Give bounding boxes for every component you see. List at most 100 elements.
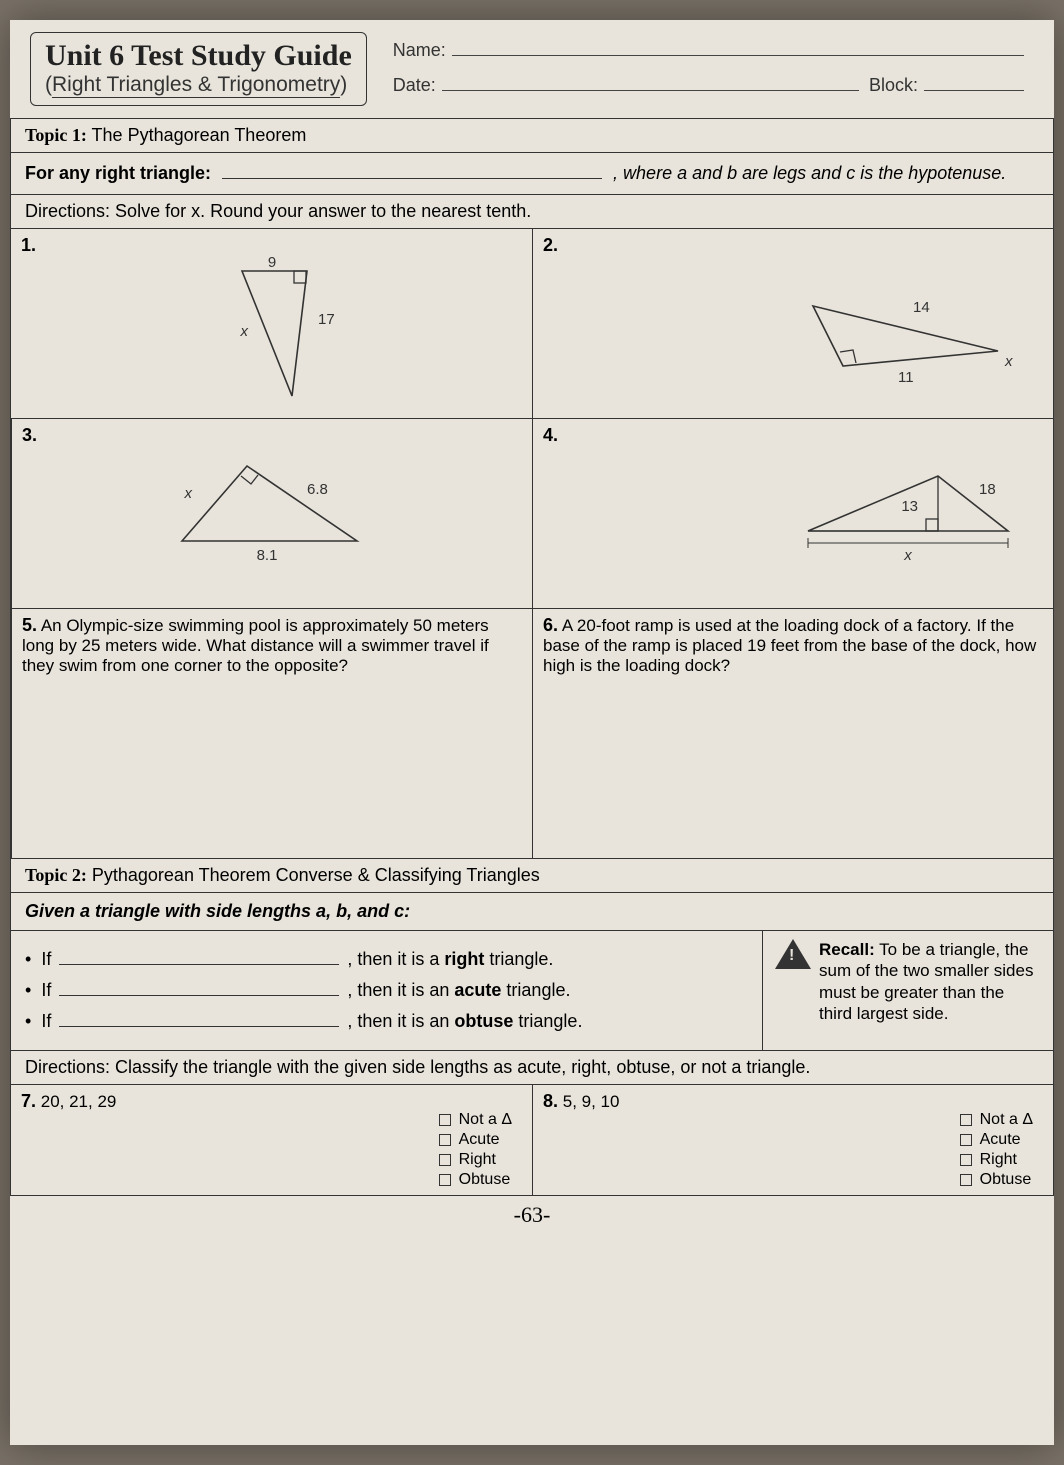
if-label: If (41, 949, 51, 970)
then-obtuse: , then it is an obtuse triangle. (347, 1011, 582, 1032)
header: Unit 6 Test Study Guide (Right Triangles… (10, 32, 1054, 118)
p6-text: A 20-foot ramp is used at the loading do… (543, 616, 1036, 675)
p6-num: 6. (543, 615, 558, 635)
problem-2: 2. 14 11 x (532, 229, 1053, 419)
p1-b: 17 (318, 311, 335, 328)
blank-right[interactable] (59, 951, 339, 965)
rule-acute: If , then it is an acute triangle. (25, 980, 748, 1001)
triangle-1: 9 17 x (172, 256, 372, 406)
blank-acute[interactable] (59, 982, 339, 996)
problem-6: 6. A 20-foot ramp is used at the loading… (532, 609, 1053, 859)
title-main: Unit 6 Test Study Guide (45, 39, 352, 73)
rule-prefix: For any right triangle: (25, 163, 211, 183)
p8-opt-right[interactable]: Right (960, 1151, 1033, 1169)
recall-label: Recall: (819, 940, 875, 959)
triangle-2: 14 11 x (783, 266, 1043, 396)
dir2-label: Directions: (25, 1057, 110, 1077)
recall-text: Recall: To be a triangle, the sum of the… (819, 939, 1041, 1024)
if-label-3: If (41, 1011, 51, 1032)
p1-x: x (239, 323, 248, 340)
topic2-title: Pythagorean Theorem Converse & Classifyi… (92, 865, 540, 885)
p3-b: 8.1 (257, 547, 278, 564)
p3-a: 6.8 (307, 481, 328, 498)
p1-num: 1. (21, 235, 36, 255)
topic1-bar: Topic 1: The Pythagorean Theorem (10, 118, 1054, 153)
block-blank[interactable] (924, 77, 1024, 91)
p3-num: 3. (22, 425, 37, 445)
p2-a: 14 (913, 299, 930, 316)
given-row: Given a triangle with side lengths a, b,… (11, 893, 1053, 931)
then-acute: , then it is an acute triangle. (347, 980, 570, 1001)
name-blank[interactable] (452, 42, 1024, 56)
p3-x: x (184, 485, 193, 502)
topic1-label: Topic 1: (25, 125, 87, 145)
worksheet-page: Unit 6 Test Study Guide (Right Triangles… (10, 20, 1054, 1445)
date-blank[interactable] (442, 77, 859, 91)
blank-obtuse[interactable] (59, 1013, 339, 1027)
dir2-text: Classify the triangle with the given sid… (115, 1057, 810, 1077)
name-label: Name: (393, 40, 446, 61)
p8-options: Not a Δ Acute Right Obtuse (960, 1109, 1033, 1191)
problem-8: 8. 5, 9, 10 Not a Δ Acute Right Obtuse (532, 1085, 1053, 1195)
p7-opt-right[interactable]: Right (439, 1151, 512, 1169)
recall-box: Recall: To be a triangle, the sum of the… (763, 931, 1053, 1050)
paren-close: ) (340, 73, 347, 96)
then-right: , then it is a right triangle. (347, 949, 553, 970)
p4-num: 4. (543, 425, 558, 445)
p2-x: x (1004, 353, 1013, 370)
directions-2: Directions: Classify the triangle with t… (11, 1050, 1053, 1085)
p4-x: x (903, 547, 912, 564)
p8-opt-obtuse[interactable]: Obtuse (960, 1171, 1033, 1189)
block-label: Block: (869, 75, 918, 96)
problem-7: 7. 20, 21, 29 Not a Δ Acute Right Obtuse (11, 1085, 532, 1195)
page-number: -63- (10, 1202, 1054, 1228)
problem-1: 1. 9 17 x (11, 229, 532, 419)
rule-blank[interactable] (222, 165, 602, 179)
name-date-block: Name: Date: Block: (367, 32, 1034, 110)
p7-num: 7. (21, 1091, 36, 1111)
title-sub: (Right Triangles & Trigonometry) (45, 73, 352, 97)
topic1-title: The Pythagorean Theorem (92, 125, 307, 145)
rule-obtuse: If , then it is an obtuse triangle. (25, 1011, 748, 1032)
triangle-4: 13 18 x (763, 446, 1043, 586)
rule-band: For any right triangle: , where a and b … (10, 153, 1054, 195)
p4-a: 13 (901, 498, 918, 515)
classification-rules: If , then it is a right triangle. If , the… (11, 931, 1053, 1050)
paren-open: ( (45, 73, 52, 96)
triangle-3: 6.8 8.1 x (142, 446, 402, 576)
date-line: Date: Block: (393, 75, 1024, 96)
problems-grid: 1. 9 17 x 2. 14 11 x 3. (10, 229, 1054, 859)
if-label-2: If (41, 980, 51, 1001)
p8-opt-nota[interactable]: Not a Δ (960, 1111, 1033, 1129)
p7-opt-nota[interactable]: Not a Δ (439, 1111, 512, 1129)
problem-3: 3. 6.8 8.1 x (11, 419, 532, 609)
p2-num: 2. (543, 235, 558, 255)
p7-options: Not a Δ Acute Right Obtuse (439, 1109, 512, 1191)
p7-opt-obtuse[interactable]: Obtuse (439, 1171, 512, 1189)
rule-right: If , then it is a right triangle. (25, 949, 748, 970)
name-line: Name: (393, 40, 1024, 61)
topic2-label: Topic 2: (25, 865, 87, 885)
rules-main: If , then it is a right triangle. If , the… (11, 931, 763, 1050)
rule-suffix: , where a and b are legs and c is the hy… (613, 163, 1006, 183)
directions-band: Directions: Solve for x. Round your answ… (10, 195, 1054, 229)
classify-grid: 7. 20, 21, 29 Not a Δ Acute Right Obtuse… (11, 1085, 1053, 1195)
warning-icon (775, 939, 811, 969)
dir-label: Directions: (25, 201, 110, 221)
problem-4: 4. 13 18 x (532, 419, 1053, 609)
topic2-bar: Topic 2: Pythagorean Theorem Converse & … (11, 859, 1053, 893)
p1-a: 9 (267, 256, 275, 271)
subtitle-text: Right Triangles & Trigonometry (52, 73, 340, 98)
dir-text: Solve for x. Round your answer to the ne… (115, 201, 531, 221)
p2-b: 11 (898, 369, 914, 386)
date-label: Date: (393, 75, 436, 96)
p5-num: 5. (22, 615, 37, 635)
p8-vals: 5, 9, 10 (563, 1092, 620, 1111)
topic2-section: Topic 2: Pythagorean Theorem Converse & … (10, 859, 1054, 1196)
p8-num: 8. (543, 1091, 558, 1111)
p4-b: 18 (979, 481, 996, 498)
p5-text: An Olympic-size swimming pool is approxi… (22, 616, 489, 675)
p7-opt-acute[interactable]: Acute (439, 1131, 512, 1149)
p7-vals: 20, 21, 29 (41, 1092, 117, 1111)
p8-opt-acute[interactable]: Acute (960, 1131, 1033, 1149)
